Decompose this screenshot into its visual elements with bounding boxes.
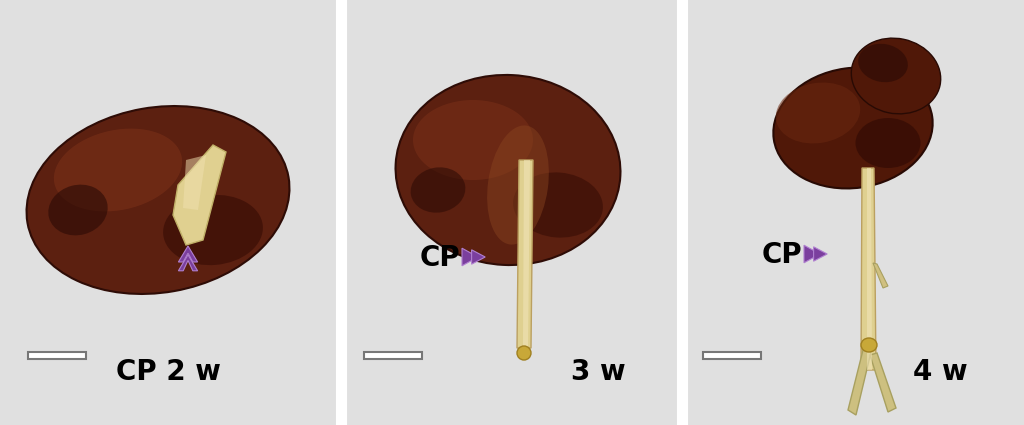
Ellipse shape	[773, 68, 933, 188]
Polygon shape	[178, 246, 198, 262]
Polygon shape	[183, 155, 206, 210]
Ellipse shape	[48, 184, 108, 235]
Polygon shape	[804, 245, 820, 263]
Ellipse shape	[861, 338, 877, 352]
Ellipse shape	[413, 100, 534, 180]
Polygon shape	[867, 168, 872, 370]
Bar	[28, 352, 86, 359]
Ellipse shape	[513, 173, 603, 238]
Ellipse shape	[776, 82, 860, 144]
Polygon shape	[814, 247, 827, 261]
Text: CP: CP	[762, 241, 803, 269]
Bar	[364, 352, 422, 359]
Ellipse shape	[851, 38, 941, 114]
Polygon shape	[861, 168, 876, 370]
Ellipse shape	[395, 75, 621, 265]
Polygon shape	[178, 255, 198, 271]
Bar	[703, 352, 761, 359]
Polygon shape	[462, 248, 478, 266]
Polygon shape	[870, 353, 896, 412]
Ellipse shape	[411, 167, 465, 212]
Polygon shape	[472, 250, 485, 264]
Ellipse shape	[27, 106, 290, 294]
Text: 4 w: 4 w	[912, 358, 968, 386]
Text: 3 w: 3 w	[570, 358, 626, 386]
Polygon shape	[873, 263, 888, 288]
Ellipse shape	[858, 44, 908, 82]
Ellipse shape	[517, 346, 531, 360]
Ellipse shape	[855, 118, 921, 168]
Polygon shape	[173, 145, 226, 245]
Polygon shape	[523, 160, 530, 348]
Ellipse shape	[54, 129, 182, 211]
Polygon shape	[848, 350, 871, 415]
Ellipse shape	[163, 195, 263, 265]
Ellipse shape	[487, 125, 549, 244]
Polygon shape	[517, 160, 534, 348]
Text: CP: CP	[420, 244, 461, 272]
Text: CP 2 w: CP 2 w	[116, 358, 220, 386]
